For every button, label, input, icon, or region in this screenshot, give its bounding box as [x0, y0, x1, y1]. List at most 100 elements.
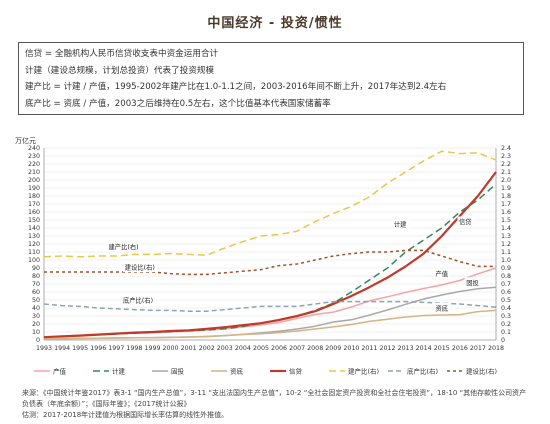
x-tick-label: 2007 [289, 345, 305, 352]
y-right-tick-label: 0 [501, 337, 505, 344]
annotation-background [106, 241, 141, 252]
x-tick-label: 1996 [90, 345, 106, 352]
y-right-tick-label: 2.1 [501, 169, 511, 176]
series-annotation: 计建 [394, 219, 407, 228]
note-line: 信贷 = 全融机构人民币信贷收支表中资金运用合计 [25, 49, 219, 59]
y-left-tick-label: 10 [32, 329, 40, 336]
y-left-tick-label: 120 [28, 241, 40, 248]
annotation-background [433, 268, 451, 279]
series-annotation: 产值 [435, 269, 448, 278]
source-note: 来源：《中国统计年鉴2017》表3-1 “国内生产总值”，3-11 “支出法国内… [22, 388, 532, 421]
annotation-background [457, 216, 474, 227]
series-annotation: 建设比(右) [125, 263, 155, 272]
x-tick-label: 2006 [271, 345, 287, 352]
note-line: 计建（建设总规模，计划总投资）代表了投资规模 [25, 65, 215, 76]
source-line: 来源：《中国统计年鉴2017》表3-1 “国内生产总值”，3-11 “支出法国内… [22, 389, 527, 408]
y-right-tick-label: 0.9 [501, 265, 511, 272]
y-left-tick-label: 100 [28, 257, 40, 264]
y-left-tick-label: 160 [28, 209, 40, 216]
annotation-background [433, 302, 451, 313]
legend-label: 建产比(右) [348, 366, 379, 375]
x-tick-label: 2015 [434, 345, 450, 352]
y-left-tick-label: 150 [28, 217, 40, 224]
note-line: 底产比 = 资底 / 产值，2003之后维持在0.5左右，这个比值基本代表国家储… [25, 98, 331, 109]
series-line [43, 150, 497, 258]
y-left-tick-label: 180 [28, 193, 40, 200]
y-left-tick-label: 140 [28, 225, 40, 232]
y-right-tick-label: 1.0 [501, 257, 511, 264]
y-left-tick-label: 60 [32, 289, 40, 296]
series-annotation: 信贷 [459, 217, 472, 226]
y-right-tick-label: 0.6 [501, 289, 511, 296]
notes-box: 信贷 = 全融机构人民币信贷收支表中资金运用合计 计建（建设总规模，计划总投资）… [18, 42, 524, 115]
x-tick-label: 2018 [488, 345, 504, 352]
legend-label: 产值 [53, 366, 67, 375]
series-line [43, 183, 497, 338]
y-left-tick-label: 110 [28, 249, 40, 256]
y-right-tick-label: 0.2 [501, 321, 511, 328]
y-right-tick-label: 1.7 [501, 201, 511, 208]
series-line [43, 171, 497, 339]
x-tick-label: 2009 [325, 345, 341, 352]
y-left-axis-label: 万亿元 [15, 136, 36, 145]
page-title: 中国经济 - 投资/惯性 [207, 16, 343, 31]
y-right-tick-label: 1.1 [501, 249, 511, 256]
annotation-background [392, 218, 409, 229]
x-tick-label: 2005 [253, 345, 269, 352]
legend-label: 计建 [112, 366, 126, 375]
y-right-tick-label: 2.3 [501, 153, 511, 160]
y-left-tick-label: 240 [28, 145, 40, 152]
y-right-tick-label: 2.0 [501, 177, 511, 184]
y-left-tick-label: 80 [32, 273, 40, 280]
y-right-tick-label: 1.9 [501, 185, 511, 192]
x-tick-label: 1998 [126, 345, 142, 352]
annotation-background [123, 262, 157, 273]
y-left-tick-label: 90 [32, 265, 40, 272]
x-tick-label: 2010 [343, 345, 359, 352]
x-tick-label: 1995 [72, 345, 88, 352]
x-tick-label: 2004 [235, 345, 251, 352]
y-right-tick-label: 0.5 [501, 297, 511, 304]
y-right-tick-label: 1.3 [501, 233, 511, 240]
y-left-tick-label: 220 [28, 161, 40, 168]
legend-label: 信贷 [289, 366, 303, 375]
annotation-background [464, 277, 481, 288]
y-left-tick-label: 210 [28, 169, 40, 176]
x-tick-label: 1997 [108, 345, 124, 352]
y-left-tick-label: 50 [32, 297, 40, 304]
line-chart: 0102030405060708090100110120130140150160… [15, 136, 511, 375]
x-tick-label: 2000 [163, 345, 179, 352]
x-tick-label: 1993 [36, 345, 52, 352]
y-left-tick-label: 70 [32, 281, 40, 288]
x-tick-label: 2012 [380, 345, 396, 352]
y-right-tick-label: 2.4 [501, 145, 511, 152]
x-tick-label: 1994 [54, 345, 70, 352]
y-right-tick-label: 0.3 [501, 313, 511, 320]
y-right-tick-label: 1.4 [501, 225, 511, 232]
series-line [44, 249, 496, 276]
series-annotation: 建产比(右) [108, 242, 138, 251]
y-right-tick-label: 0.8 [501, 273, 511, 280]
y-right-tick-label: 0.7 [501, 281, 511, 288]
x-tick-label: 2017 [470, 345, 486, 352]
y-left-tick-label: 40 [32, 305, 40, 312]
series-line [43, 309, 497, 340]
y-right-tick-label: 1.2 [501, 241, 511, 248]
y-left-tick-label: 30 [32, 313, 40, 320]
y-right-tick-label: 1.6 [501, 209, 511, 216]
note-line: 建产比 = 计建 / 产值，1995-2002年建产比在1.0-1.1之间，20… [25, 82, 447, 92]
series-line [43, 286, 497, 340]
y-right-tick-label: 1.5 [501, 217, 511, 224]
estimate-line: 估测：2017-2018年计建值为根据国际增长率估算的线性外推值。 [22, 411, 229, 419]
y-left-tick-label: 130 [28, 233, 40, 240]
x-tick-label: 1999 [144, 345, 160, 352]
y-left-tick-label: 190 [28, 185, 40, 192]
y-left-tick-label: 200 [28, 177, 40, 184]
annotation-background [121, 294, 155, 305]
x-tick-label: 2011 [361, 345, 377, 352]
series-annotation: 资底 [435, 303, 448, 312]
series-annotation: 底产比(右) [123, 295, 153, 304]
x-tick-label: 2002 [199, 345, 215, 352]
legend-label: 底产比(右) [407, 366, 438, 375]
